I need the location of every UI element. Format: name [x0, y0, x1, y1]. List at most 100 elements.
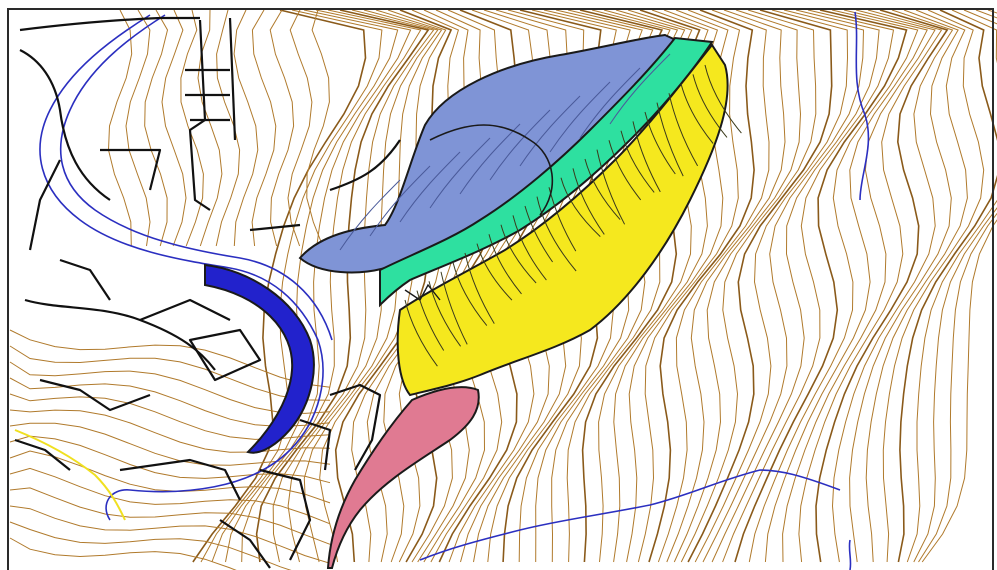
body-hatch-line [560, 177, 601, 237]
road-line [119, 458, 241, 501]
road-line [100, 148, 162, 191]
contour-line [921, 9, 997, 563]
contour-line [9, 487, 331, 545]
river-line [59, 14, 333, 341]
body-hatch-line [476, 243, 513, 301]
road-line [139, 298, 231, 322]
contour-line [180, 9, 204, 247]
contour-line [687, 9, 833, 563]
crown-internal-line [429, 124, 554, 216]
contour-line [9, 361, 331, 414]
reservoir-zone [204, 263, 315, 454]
landslide-internal-lines [339, 53, 742, 367]
contour-line [225, 9, 412, 563]
body-hatch-line [632, 121, 661, 193]
crown-contour-line [519, 95, 581, 167]
scarp-crack-line [404, 283, 441, 302]
contour-line [255, 9, 430, 563]
contour-line [144, 9, 169, 247]
body-hatch-line [440, 271, 468, 345]
landslide-toe-zone [326, 386, 480, 569]
road-network [14, 16, 401, 569]
contour-line [269, 9, 295, 247]
contour-line [748, 9, 919, 563]
road-line [259, 468, 312, 561]
crown-contour-line [549, 81, 611, 153]
contour-line [831, 9, 954, 563]
crown-contour-line [369, 165, 431, 237]
road-line [19, 49, 111, 201]
road-line [228, 17, 237, 141]
contour-line [764, 9, 928, 563]
contour-line [680, 9, 817, 563]
road-line [19, 16, 200, 32]
contour-line [906, 9, 997, 563]
contour-line [9, 537, 237, 570]
contour-line [798, 9, 943, 563]
crown-contour-line [459, 123, 521, 195]
contour-line [897, 9, 997, 563]
body-hatch-line [524, 205, 554, 263]
contour-line [694, 9, 849, 563]
body-hatch-line [500, 224, 537, 284]
contour-line [9, 467, 331, 525]
road-line [39, 378, 151, 412]
contour-line [637, 9, 741, 563]
body-hatch-line [644, 111, 676, 175]
road-line [185, 68, 230, 122]
body-hatch-line [584, 158, 621, 220]
map-border [7, 8, 994, 570]
body-hatch-line [404, 299, 438, 367]
body-hatch-line [692, 74, 728, 138]
contour-line [666, 9, 786, 563]
road-line [28, 159, 61, 251]
road-line [329, 383, 382, 471]
crown-contour-line [339, 179, 401, 251]
contour-line [711, 9, 880, 563]
road-line [59, 258, 111, 301]
road-line [299, 418, 332, 471]
contour-line [251, 9, 277, 247]
body-hatch-line [668, 93, 699, 167]
contour-line [287, 9, 313, 247]
body-hatch-line [512, 215, 547, 281]
crown-contour-line [609, 53, 671, 125]
river-line [39, 14, 324, 521]
road-line [14, 438, 71, 471]
contour-line [9, 345, 331, 401]
river-line [848, 539, 852, 570]
contour-line [9, 409, 331, 453]
body-hatch-line [596, 149, 626, 225]
road-line [329, 139, 401, 192]
road-line [219, 519, 271, 569]
contour-line [161, 9, 187, 247]
contour-line [125, 9, 151, 247]
body-hatch-line [680, 83, 714, 144]
map-edge-line [14, 429, 126, 521]
contour-line [211, 9, 399, 563]
contour-line [865, 9, 968, 563]
body-hatch-line [608, 140, 642, 201]
contour-line [702, 9, 865, 563]
contour-line [334, 9, 453, 563]
contour-line [233, 9, 259, 247]
contour-line [673, 9, 802, 563]
contour-line [9, 450, 331, 504]
contour-line [918, 9, 997, 563]
contour-lines [9, 9, 997, 570]
landslide-body-zone [396, 43, 729, 397]
crown-contour-line [399, 151, 461, 223]
body-hatch-line [704, 64, 742, 134]
body-hatch-line [464, 252, 495, 324]
contour-line [657, 9, 770, 563]
landslide-zones [204, 33, 729, 569]
road-line [188, 328, 262, 382]
contour-line [9, 505, 331, 564]
contour-line [913, 9, 997, 563]
crown-contour-line [429, 137, 491, 209]
contour-line [306, 9, 330, 247]
body-hatch-line [572, 168, 605, 235]
contour-line [241, 9, 422, 563]
contour-line [722, 9, 895, 563]
